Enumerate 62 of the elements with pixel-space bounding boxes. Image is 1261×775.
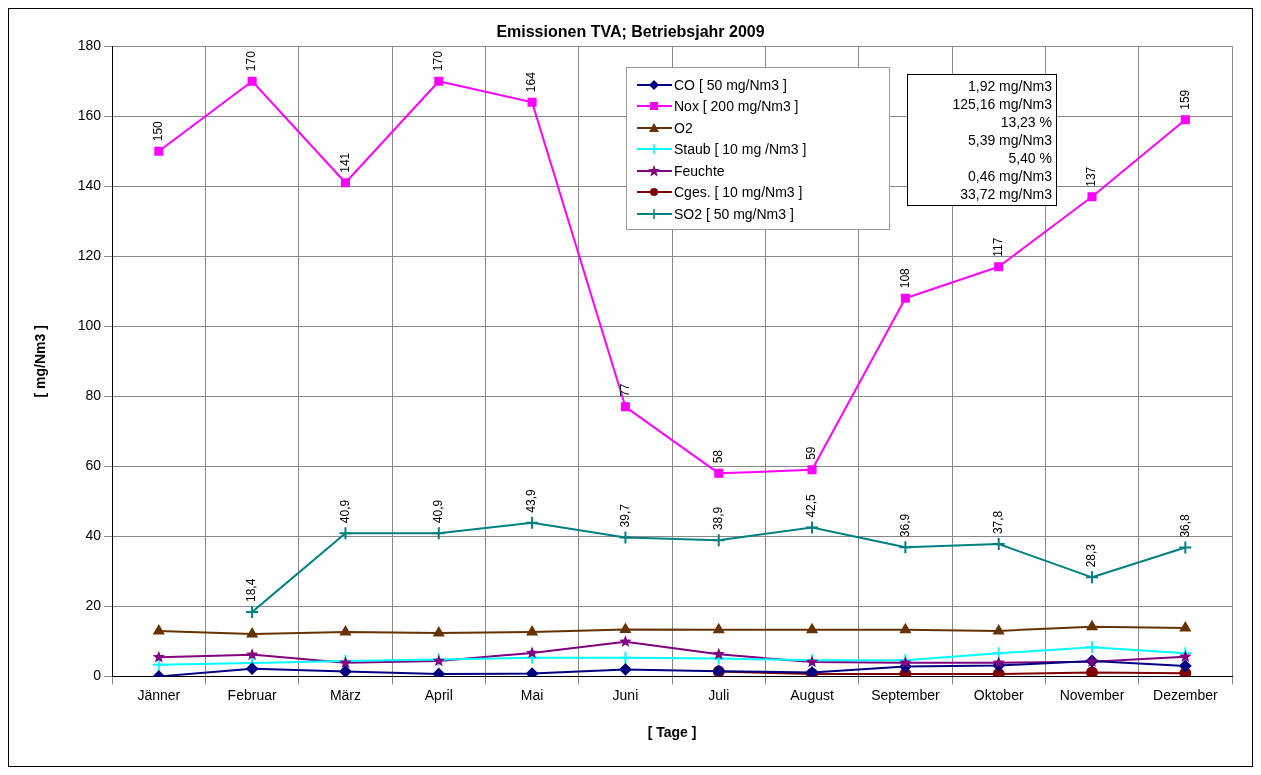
data-label: 43,9 bbox=[524, 489, 539, 513]
annotation: 0,46 mg/Nm3 bbox=[966, 167, 1052, 185]
x-tick-label: November bbox=[1059, 686, 1125, 703]
chart-title: Emissionen TVA; Betriebsjahr 2009 bbox=[496, 23, 765, 41]
x-tick-label: Jänner bbox=[137, 686, 181, 703]
legend-label: Nox [ 200 mg/Nm3 ] bbox=[674, 98, 799, 115]
legend-label: Cges. [ 10 mg/Nm3 ] bbox=[674, 184, 803, 201]
data-label: 18,4 bbox=[244, 578, 259, 602]
legend-label: CO [ 50 mg/Nm3 ] bbox=[674, 76, 787, 93]
data-label: 37,8 bbox=[991, 510, 1006, 535]
x-tick-label: Juli bbox=[708, 686, 730, 703]
data-label: 150 bbox=[151, 120, 166, 142]
data-label: 170 bbox=[431, 50, 446, 72]
x-tick-label: Oktober bbox=[973, 686, 1024, 703]
annotation: 13,23 % bbox=[999, 113, 1052, 131]
legend-label: Feuchte bbox=[674, 162, 725, 179]
data-label: 40,9 bbox=[337, 499, 352, 524]
data-label: 58 bbox=[711, 449, 726, 464]
data-label: 137 bbox=[1084, 166, 1099, 187]
x-tick-label: Juni bbox=[612, 686, 639, 703]
annotation: 33,72 mg/Nm3 bbox=[959, 185, 1052, 203]
data-label: 117 bbox=[991, 237, 1006, 257]
data-label: 159 bbox=[1177, 89, 1192, 110]
y-tick-label: 180 bbox=[77, 37, 102, 54]
y-tick-label: 0 bbox=[93, 667, 102, 684]
data-label: 36,9 bbox=[897, 513, 912, 538]
y-tick-label: 120 bbox=[77, 247, 102, 264]
x-tick-label: Dezember bbox=[1153, 686, 1218, 703]
data-label: 40,9 bbox=[431, 499, 446, 524]
data-label: 108 bbox=[897, 267, 912, 289]
data-label: 39,7 bbox=[617, 503, 632, 528]
y-tick-label: 60 bbox=[85, 457, 102, 474]
y-tick-label: 160 bbox=[77, 107, 102, 124]
y-tick-label: 100 bbox=[77, 317, 102, 334]
annotation: 1,92 mg/Nm3 bbox=[966, 77, 1052, 95]
x-tick-label: September bbox=[871, 686, 940, 703]
data-label: 170 bbox=[244, 50, 259, 72]
y-tick-label: 40 bbox=[85, 527, 102, 544]
data-label: 36,8 bbox=[1177, 513, 1192, 538]
y-tick-label: 80 bbox=[85, 387, 102, 404]
x-tick-label: Mai bbox=[520, 686, 544, 703]
data-label: 28,3 bbox=[1084, 543, 1099, 568]
data-label: 38,9 bbox=[711, 506, 726, 531]
y-tick-label: 140 bbox=[77, 177, 102, 194]
x-tick-label: August bbox=[790, 686, 834, 703]
data-label: 164 bbox=[524, 71, 539, 93]
x-tick-label: April bbox=[424, 686, 453, 703]
x-tick-label: März bbox=[329, 686, 362, 703]
x-tick-label: Februar bbox=[227, 686, 277, 703]
data-label: 77 bbox=[617, 383, 632, 397]
data-label: 42,5 bbox=[804, 493, 819, 518]
legend-label: SO2 [ 50 mg/Nm3 ] bbox=[674, 205, 794, 222]
annotation: 5,39 mg/Nm3 bbox=[966, 131, 1052, 149]
legend-label: Staub [ 10 mg /Nm3 ] bbox=[674, 141, 807, 158]
y-tick-label: 20 bbox=[85, 597, 102, 614]
annotation: 5,40 % bbox=[1007, 149, 1052, 167]
legend-label: O2 bbox=[674, 119, 693, 136]
data-label: 59 bbox=[804, 446, 819, 460]
annotation: 125,16 mg/Nm3 bbox=[951, 95, 1052, 113]
x-axis-title: [ Tage ] bbox=[647, 724, 697, 741]
data-label: 141 bbox=[337, 152, 352, 173]
y-axis-title: [ mg/Nm3 ] bbox=[32, 325, 49, 398]
